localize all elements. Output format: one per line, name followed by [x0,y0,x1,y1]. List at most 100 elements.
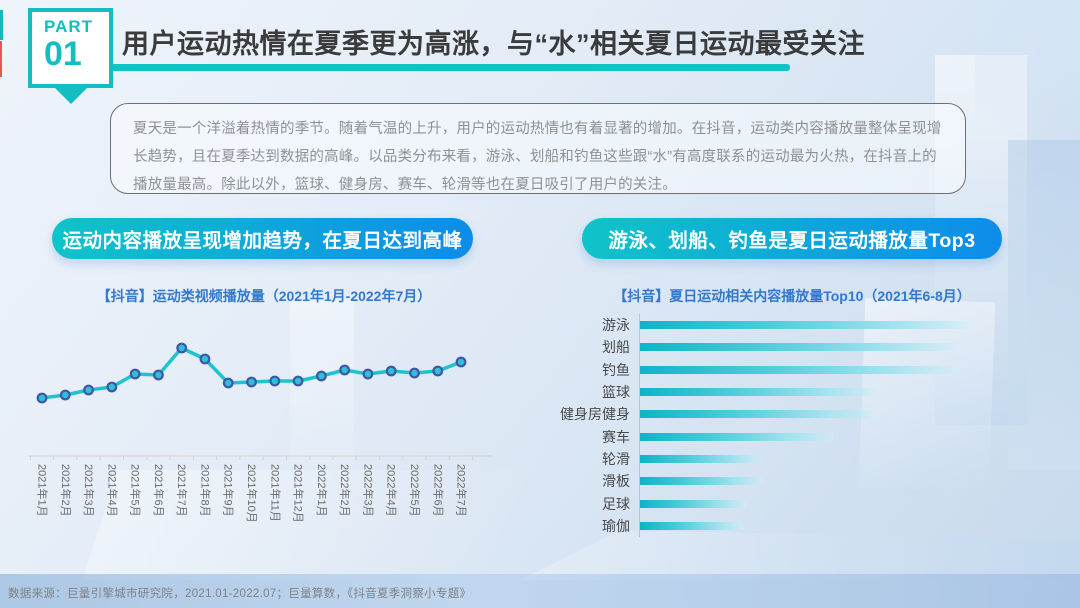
data-point [455,356,467,368]
data-point [409,367,420,379]
bar-label: 健身房健身 [560,406,630,423]
bar-track [639,314,998,337]
data-point [292,375,304,387]
bar-row: 滑板 [548,470,998,493]
bar-row: 赛车 [548,425,998,448]
bar-label: 篮球 [602,384,630,401]
right-headline-pill: 游泳、划船、钓鱼是夏日运动播放量Top3 [582,218,1002,259]
x-axis-label: 2021年7月 [175,464,189,517]
x-axis-label: 2021年9月 [222,464,236,517]
part-badge-arrow-icon [55,88,87,104]
x-axis-label: 2022年4月 [385,464,399,517]
bar [640,521,743,530]
title-underline [100,64,790,71]
bar-row: 钓鱼 [548,358,998,381]
part-badge-number: 01 [44,35,82,73]
intro-box: 夏天是一个洋溢着热情的季节。随着气温的上升，用户的运动热情也有着显著的增加。在抖… [110,103,966,194]
bar [640,321,972,330]
background-crystal [1008,140,1080,470]
x-axis-label: 2022年7月 [455,464,469,517]
data-point [152,369,164,381]
bar [640,432,833,441]
x-axis-label: 2022年1月 [315,464,329,517]
bar [640,410,876,419]
line-chart-title: 【抖音】运动类视频播放量（2021年1月-2022年7月） [96,288,432,304]
data-point [339,364,351,376]
x-axis-label: 2021年5月 [129,464,143,517]
x-axis-label: 2021年1月 [36,464,50,517]
data-point [199,353,211,365]
x-axis-label: 2021年11月 [268,464,282,522]
bar-label: 钓鱼 [602,361,630,378]
bar-track [639,492,998,515]
bar-track [639,447,998,471]
x-axis-label: 2021年4月 [105,464,119,517]
bar-label: 足球 [602,495,630,512]
bar [640,499,747,508]
data-point [315,370,327,382]
bar-row: 游泳 [548,314,998,337]
x-axis-label: 2021年2月 [59,464,73,517]
bar [640,365,959,374]
x-axis-label: 2022年5月 [408,464,422,517]
bar-label: 滑板 [602,473,630,490]
bar-track [639,425,998,448]
data-point [59,389,71,401]
bar-row: 轮滑 [548,447,998,471]
data-point [106,381,118,393]
page-title: 用户运动热情在夏季更为高涨，与“水”相关夏日运动最受关注 [122,29,865,59]
bar-label: 轮滑 [602,450,630,467]
bar-track [639,470,998,493]
left-headline-pill: 运动内容播放呈现增加趋势，在夏日达到高峰 [52,218,473,259]
bar-track [639,514,998,537]
bar [640,388,880,397]
part-badge: PART 01 [28,8,113,88]
x-axis-label: 2021年12月 [292,464,306,523]
bar-row: 篮球 [548,380,998,404]
data-point [176,342,188,354]
bar-chart-title: 【抖音】夏日运动相关内容播放量Top10（2021年6-8月） [613,288,971,304]
x-axis-label: 2021年8月 [198,464,212,517]
intro-text: 夏天是一个洋溢着热情的季节。随着气温的上升，用户的运动热情也有着显著的增加。在抖… [133,121,942,193]
line-chart: 2021年1月 2021年2月 2021年3月 2021年4月 2021年5月 2021年… [28,342,492,523]
bar-row: 划船 [548,336,998,359]
data-point [129,368,141,380]
data-point [362,368,374,380]
bar-label: 划船 [602,339,630,356]
edge-mark-red [0,41,2,77]
bar-row: 健身房健身 [548,403,998,426]
bar-chart: 游泳划船钓鱼篮球健身房健身赛车轮滑滑板足球瑜伽 [548,314,998,537]
background-wedge [520,530,1080,580]
bar-row: 足球 [548,492,998,515]
part-badge-label: PART [44,17,94,36]
bar-row: 瑜伽 [548,514,998,537]
bar [640,477,763,486]
data-point [83,384,94,396]
x-axis-label: 2021年10月 [245,464,259,523]
bar-label: 游泳 [602,317,630,334]
edge-mark-teal [0,10,3,40]
bar-label: 赛车 [602,428,630,445]
bar-track [639,336,998,359]
background-crystal [975,0,1080,130]
x-axis-label: 2021年3月 [82,464,96,517]
source-note: 数据来源：巨量引擎城市研究院，2021.01-2022.07；巨量算数，《抖音夏… [8,588,472,600]
data-point [269,375,281,387]
data-point [222,377,234,389]
bar [640,343,959,352]
bar-track [639,380,998,404]
bar-label: 瑜伽 [602,517,630,534]
bar [640,454,763,463]
x-axis-label: 2021年6月 [152,464,166,517]
data-point [36,392,48,404]
x-axis-label: 2022年6月 [431,464,445,517]
data-point [246,376,257,388]
x-axis-label: 2022年3月 [361,464,375,517]
bar-track [639,403,998,426]
x-axis-label: 2022年2月 [338,464,352,517]
bar-track [639,358,998,381]
line-series [40,346,463,400]
data-point [432,365,444,377]
data-point [385,365,397,377]
